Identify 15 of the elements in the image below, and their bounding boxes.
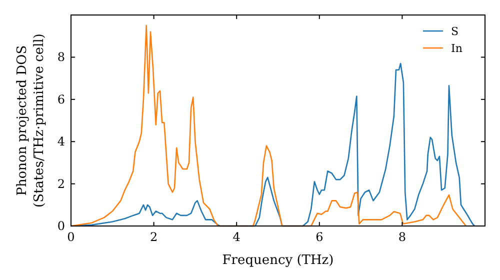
x-tick-label: 6 — [316, 230, 324, 244]
x-axis-title: Frequency (THz) — [222, 253, 334, 268]
legend-label: S — [451, 25, 459, 38]
x-tick-label: 0 — [67, 230, 75, 244]
y-tick-label: 6 — [57, 92, 65, 106]
x-tick-label: 8 — [398, 230, 406, 244]
x-tick-label: 2 — [150, 230, 158, 244]
y-tick-label: 2 — [57, 176, 65, 191]
y-tick-label: 8 — [57, 50, 65, 64]
line-series — [70, 24, 467, 227]
y-axis-title: Phonon projected DOS (States/THz·primitive cell) — [15, 33, 47, 208]
legend-label: In — [451, 42, 462, 55]
y-tick-label: 0 — [57, 219, 65, 233]
x-tick-label: 4 — [232, 230, 241, 244]
y-tick-label: 4 — [57, 134, 66, 149]
